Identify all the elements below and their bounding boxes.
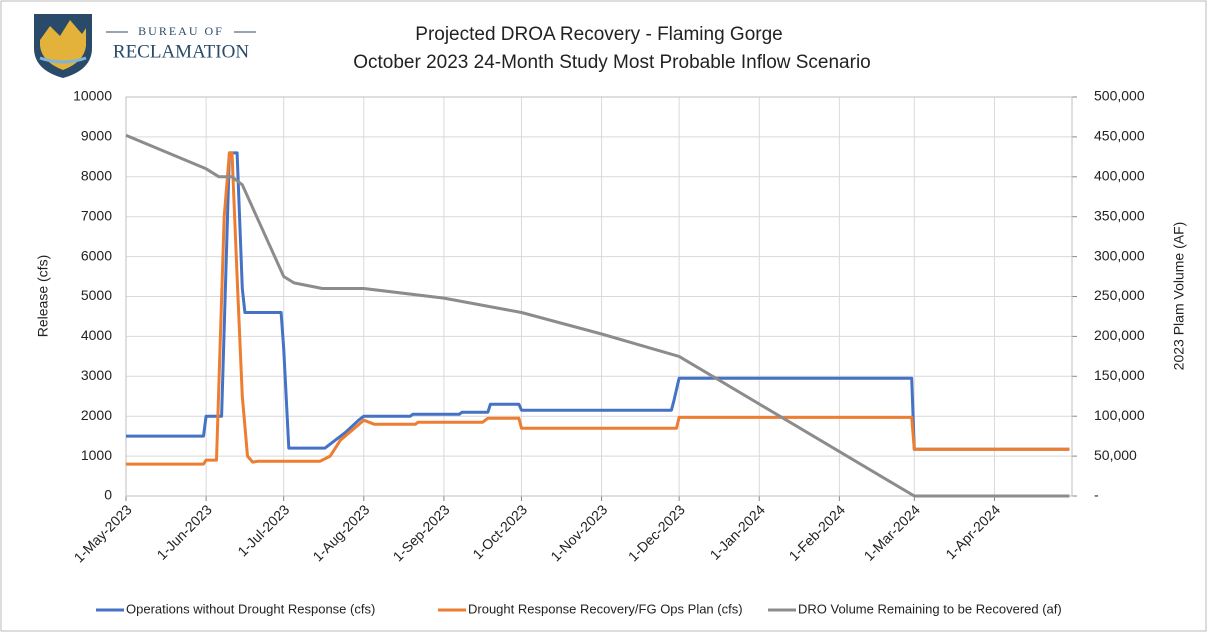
y2-tick-label: - — [1094, 487, 1099, 503]
y2-tick-label: 300,000 — [1094, 247, 1145, 263]
y2-tick-label: 200,000 — [1094, 327, 1145, 343]
y-tick-label: 8000 — [81, 168, 112, 184]
logo-text: RECLAMATION — [113, 41, 249, 62]
legend-label: Drought Response Recovery/FG Ops Plan (c… — [468, 601, 743, 616]
y-tick-label: 2000 — [81, 407, 112, 423]
y-tick-label: 1000 — [81, 447, 112, 463]
y2-tick-label: 400,000 — [1094, 168, 1145, 184]
y-tick-label: 10000 — [73, 88, 112, 104]
y2-tick-label: 350,000 — [1094, 207, 1145, 223]
logo-water — [39, 56, 87, 64]
y-tick-label: 5000 — [81, 287, 112, 303]
logo-text: BUREAU OF — [138, 24, 224, 38]
y2-tick-label: 150,000 — [1094, 367, 1145, 383]
y2-tick-label: 250,000 — [1094, 287, 1145, 303]
series-line — [126, 151, 1070, 466]
y-tick-label: 4000 — [81, 327, 112, 343]
y-axis-label: Release (cfs) — [35, 255, 51, 337]
chart-title: Projected DROA Recovery - Flaming Gorge — [415, 24, 782, 45]
chart-subtitle: October 2023 24-Month Study Most Probabl… — [353, 52, 871, 73]
y2-tick-label: 450,000 — [1094, 128, 1145, 144]
y-tick-label: 0 — [104, 487, 112, 503]
y2-axis-label: 2023 Plam Volume (AF) — [1171, 222, 1187, 371]
y-tick-label: 3000 — [81, 367, 112, 383]
logo-mountains — [40, 20, 86, 70]
y-tick-label: 6000 — [81, 247, 112, 263]
series-line — [125, 133, 1070, 498]
legend-label: DRO Volume Remaining to be Recovered (af… — [798, 601, 1062, 616]
y2-tick-label: 500,000 — [1094, 88, 1145, 104]
y2-tick-label: 100,000 — [1094, 407, 1145, 423]
series-line — [126, 151, 1070, 451]
y-tick-label: 9000 — [81, 128, 112, 144]
plot-area — [125, 96, 1073, 497]
logo: BUREAU OF RECLAMATION — [34, 14, 256, 78]
y-tick-label: 7000 — [81, 207, 112, 223]
legend-label: Operations without Drought Response (cfs… — [126, 601, 375, 616]
y2-tick-label: 50,000 — [1094, 447, 1137, 463]
